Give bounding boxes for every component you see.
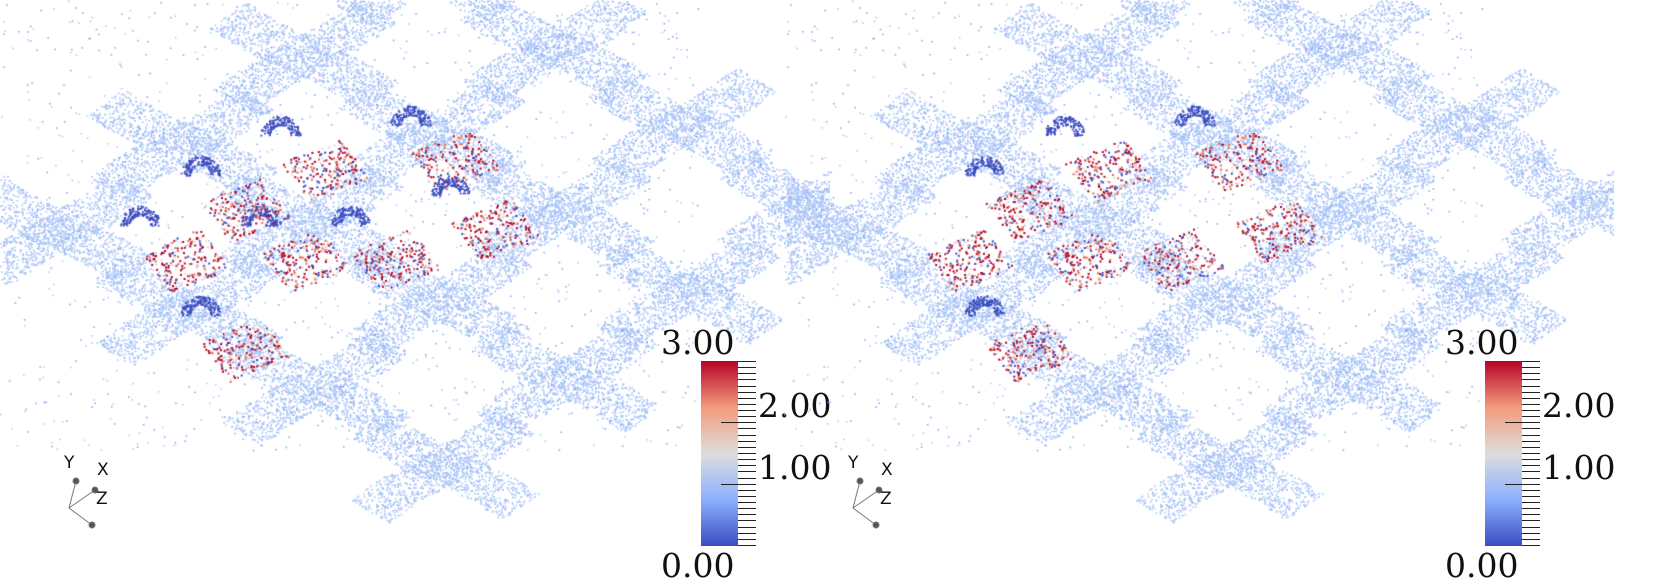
colorbar-tick <box>738 495 756 497</box>
axis-x-label: X <box>881 460 893 480</box>
colorbar-max-label: 3.00 <box>661 323 735 362</box>
colorbar-tick <box>1522 391 1540 393</box>
axes-arrows-icon <box>852 477 883 529</box>
colorbar-tick <box>1522 453 1540 454</box>
colorbar-tick <box>738 489 756 491</box>
axes-orientation-triad: Y X Z <box>50 453 130 545</box>
colorbar-tick <box>1522 532 1540 534</box>
colorbar-tick <box>1522 403 1540 405</box>
colorbar-tick <box>721 483 756 485</box>
colorbar-tick <box>1522 385 1540 387</box>
colorbar-tick <box>738 514 756 516</box>
colorbar-tick <box>738 373 756 375</box>
colorbar-tick <box>738 428 756 430</box>
colorbar-tick <box>1522 508 1540 510</box>
axes-arrows-icon <box>68 477 99 529</box>
right-view[interactable]: 3.00 2.00 1.00 0.00 Y X Z <box>784 0 1616 587</box>
axis-z-label: Z <box>96 489 108 509</box>
colorbar-tick <box>1522 379 1540 381</box>
colorbar-tick <box>738 391 756 393</box>
colorbar-tick <box>738 465 756 467</box>
colorbar-tick <box>1522 489 1540 491</box>
colorbar-tick <box>1522 373 1540 375</box>
colorbar-tick <box>1522 428 1540 430</box>
colorbar-ticks <box>1505 361 1540 546</box>
colorbar-tick <box>1505 422 1540 424</box>
colorbar-low-label: 1.00 <box>1542 448 1616 487</box>
colorbar-tick <box>738 538 756 540</box>
colorbar-tick <box>738 477 756 479</box>
axes-orientation-triad: Y X Z <box>834 453 914 545</box>
colorbar-max-label: 3.00 <box>1445 323 1519 362</box>
colorbar-tick <box>1522 459 1540 461</box>
left-view[interactable]: 3.00 2.00 1.00 0.00 Y X Z <box>0 0 831 587</box>
colorbar-min-label: 0.00 <box>661 546 735 585</box>
colorbar-tick <box>1522 434 1540 436</box>
colorbar-tick <box>738 434 756 436</box>
colorbar-tick <box>738 367 756 369</box>
colorbar-tick <box>1522 416 1540 418</box>
colorbar-tick <box>1522 520 1540 522</box>
colorbar-tick <box>1522 545 1540 546</box>
colorbar-tick <box>738 403 756 405</box>
colorbar-tick <box>738 526 756 528</box>
colorbar-tick <box>738 471 756 473</box>
colorbar-tick <box>738 508 756 510</box>
colorbar-tick <box>738 453 756 454</box>
axis-z-label: Z <box>880 489 892 509</box>
colorbar-tick <box>1522 446 1540 448</box>
colorbar-tick <box>1522 471 1540 473</box>
colorbar-tick <box>738 459 756 461</box>
colorbar-tick <box>738 385 756 387</box>
colorbar-tick <box>738 545 756 546</box>
colorbar-mid-label: 2.00 <box>1542 386 1616 425</box>
colorbar-tick <box>738 361 756 362</box>
colorbar-tick <box>1522 465 1540 467</box>
colorbar <box>701 361 738 546</box>
colorbar-tick <box>1522 514 1540 516</box>
axis-y-label: Y <box>64 453 75 473</box>
colorbar-min-label: 0.00 <box>1445 546 1519 585</box>
colorbar-tick <box>738 416 756 418</box>
axis-y-label: Y <box>848 453 859 473</box>
colorbar-tick <box>1522 367 1540 369</box>
colorbar-tick <box>738 440 756 442</box>
colorbar-tick <box>1522 361 1540 362</box>
colorbar-tick <box>1522 397 1540 399</box>
colorbar-tick <box>738 520 756 522</box>
colorbar-tick <box>1505 483 1540 485</box>
colorbar-tick <box>721 422 756 424</box>
colorbar-tick <box>1522 502 1540 504</box>
point-cloud-render[interactable] <box>0 0 830 587</box>
colorbar-tick <box>1522 538 1540 540</box>
colorbar-tick <box>738 502 756 504</box>
colorbar-tick <box>738 410 756 412</box>
colorbar-ticks <box>721 361 756 546</box>
colorbar-tick <box>1522 477 1540 479</box>
colorbar-tick <box>1522 526 1540 528</box>
colorbar <box>1485 361 1522 546</box>
colorbar-tick <box>1522 495 1540 497</box>
axis-x-label: X <box>97 460 109 480</box>
colorbar-tick <box>738 532 756 534</box>
colorbar-tick <box>738 379 756 381</box>
colorbar-tick <box>738 446 756 448</box>
point-cloud-render[interactable] <box>784 0 1614 587</box>
colorbar-tick <box>1522 440 1540 442</box>
colorbar-tick <box>1522 410 1540 412</box>
colorbar-tick <box>738 397 756 399</box>
